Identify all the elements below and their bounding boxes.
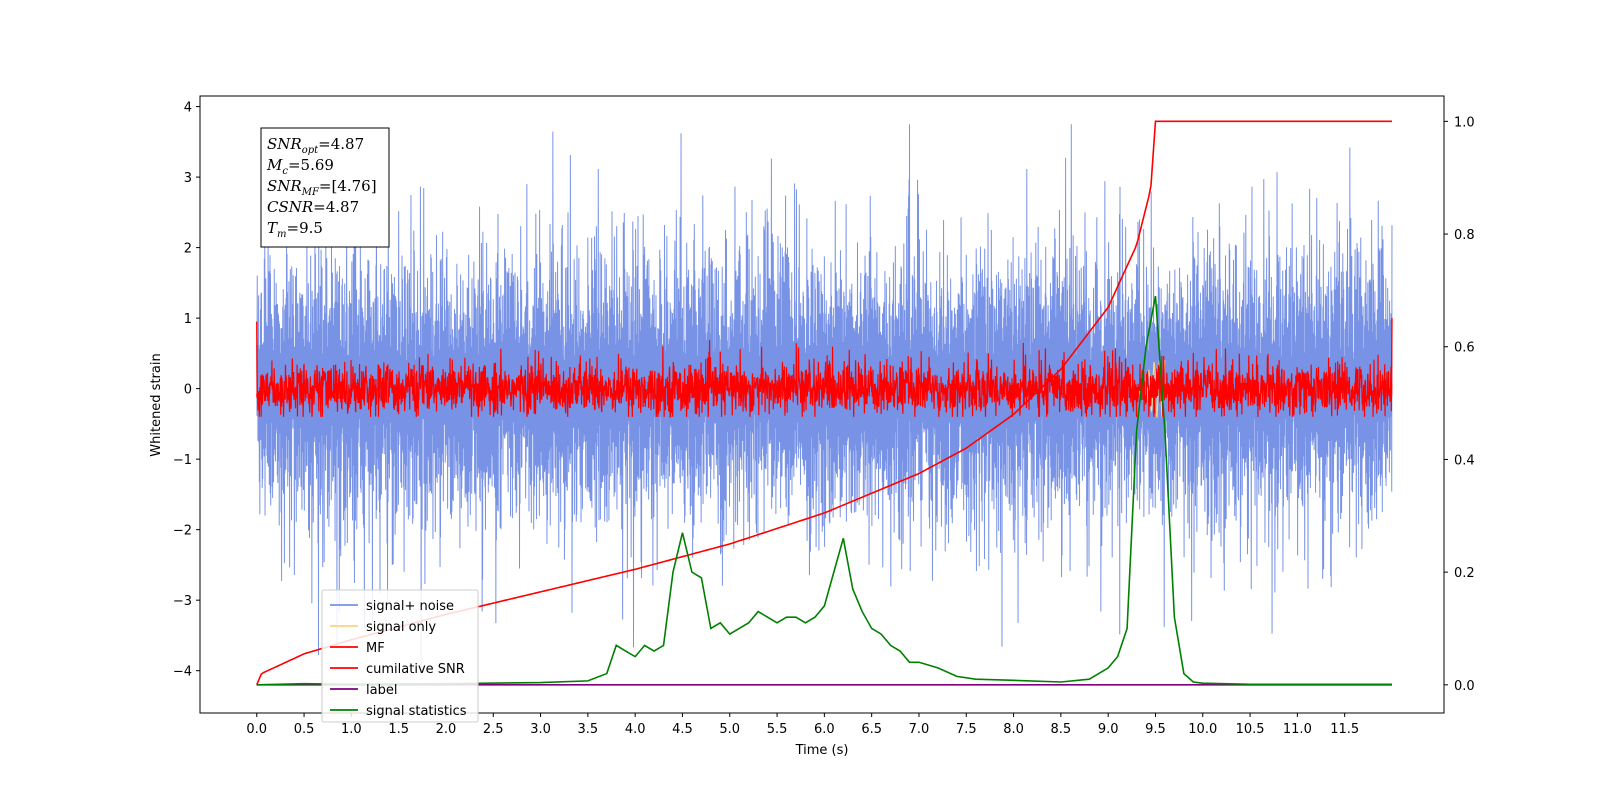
x-tick-label: 3.5 (578, 722, 599, 737)
y2-tick-label: 0.0 (1454, 679, 1475, 694)
series-signal-statistics (256, 295, 1392, 686)
annotation-line: CSNR=4.87 (267, 198, 359, 216)
legend-entry: signal+ noise (366, 599, 454, 614)
series-mf (256, 340, 1393, 418)
x-tick-label: 6.5 (861, 722, 882, 737)
legend-entry: signal only (366, 620, 436, 635)
legend: signal+ noise signal only MF cumilative SNR… (321, 589, 479, 723)
x-tick-label: 7.0 (909, 722, 930, 737)
annotation-line: Mc=5.69 (266, 156, 334, 177)
y-tick-label: −2 (173, 524, 192, 539)
x-tick-label: 9.0 (1098, 722, 1119, 737)
legend-frame (321, 589, 479, 723)
x-tick-label: 1.0 (341, 722, 362, 737)
annotation-frame (260, 127, 390, 248)
y-tick-label: −3 (173, 594, 192, 609)
y2-tick-label: 0.2 (1454, 566, 1475, 581)
y2-tick-label: 1.0 (1454, 115, 1475, 130)
plot-frame (199, 95, 1445, 714)
annotation-line: Tm=9.5 (267, 219, 323, 240)
x-tick-label: 3.0 (530, 722, 551, 737)
x-tick-label: 9.5 (1145, 722, 1166, 737)
y-tick-label: 3 (184, 171, 192, 186)
x-tick-label: 7.5 (956, 722, 977, 737)
y-tick-label: 4 (184, 101, 192, 116)
y2-tick-label: 0.4 (1454, 453, 1475, 468)
x-tick-label: 4.5 (672, 722, 693, 737)
annotation-line: SNRMF=[4.76] (267, 177, 377, 198)
x-tick-label: 6.0 (814, 722, 835, 737)
x-tick-label: 0.0 (246, 722, 267, 737)
y-tick-label: 2 (184, 242, 192, 257)
x-tick-label: 5.5 (767, 722, 788, 737)
x-tick-label: 2.0 (436, 722, 457, 737)
x-tick-label: 2.5 (483, 722, 504, 737)
legend-entry: label (366, 683, 397, 698)
x-tick-label: 11.0 (1283, 722, 1312, 737)
y-tick-label: 0 (184, 383, 192, 398)
x-axis-label: Time (s) (795, 743, 849, 758)
x-tick-label: 8.5 (1051, 722, 1072, 737)
y-axis-label: Whitened strain (149, 353, 164, 456)
y2-tick-label: 0.8 (1454, 228, 1475, 243)
series-signal-noise (256, 124, 1393, 669)
legend-entry: signal statistics (366, 704, 467, 719)
x-tick-label: 10.0 (1188, 722, 1217, 737)
x-tick-label: 4.0 (625, 722, 646, 737)
x-tick-label: 0.5 (294, 722, 315, 737)
y2-tick-label: 0.6 (1454, 341, 1475, 356)
x-tick-label: 11.5 (1330, 722, 1359, 737)
y-axis-left: 4 3 2 1 0 −1 −2 −3 −4 (173, 101, 200, 680)
y-tick-label: −4 (173, 665, 192, 680)
x-tick-label: 5.0 (719, 722, 740, 737)
y-axis-right: 1.0 0.8 0.6 0.4 0.2 0.0 (1444, 115, 1475, 694)
x-axis: 0.0 0.5 1.0 1.5 2.0 2.5 3.0 3.5 4.0 4.5 5.0 5.5 6.0 6… (246, 713, 1359, 737)
y-tick-label: −1 (173, 453, 192, 468)
legend-entry: MF (366, 641, 385, 656)
legend-entry: cumilative SNR (366, 662, 465, 677)
series-layer (256, 120, 1393, 686)
y-tick-label: 1 (184, 312, 192, 327)
x-tick-label: 10.5 (1236, 722, 1265, 737)
x-tick-label: 8.0 (1003, 722, 1024, 737)
annotation-line: SNRopt=4.87 (267, 135, 364, 156)
x-tick-label: 1.5 (388, 722, 409, 737)
